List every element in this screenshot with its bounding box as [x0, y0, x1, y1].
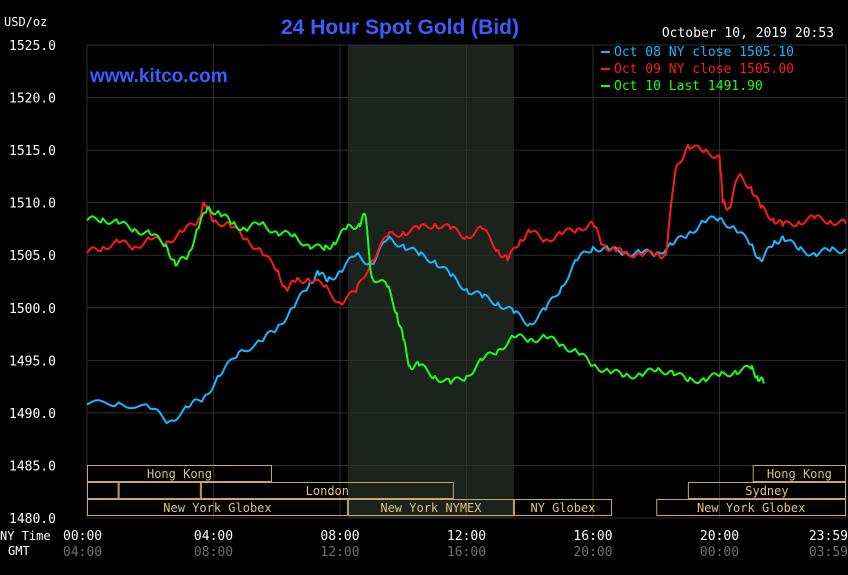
y-tick-labels: 1525.0 1520.0 1515.0 1510.0 1505.0 1500.0 1495… [9, 39, 56, 527]
session-label: New York Globex [697, 501, 805, 515]
legend-entry: Oct 09 NY close 1505.00 [614, 62, 794, 77]
kitco-watermark: www.kitco.com [89, 66, 228, 87]
series-line [86, 143, 847, 306]
y-tick-label: 1510.0 [9, 197, 56, 212]
session-box [347, 499, 514, 516]
session-box [513, 499, 612, 516]
y-tick-label: 1495.0 [9, 354, 56, 369]
y-tick-label: 1490.0 [9, 407, 56, 422]
x-tick-label-ny: 04:00 [194, 529, 233, 544]
session-label: New York Globex [163, 501, 271, 515]
legend-entry: Oct 08 NY close 1505.10 [614, 45, 794, 60]
session-box [752, 465, 846, 482]
x-tick-label-gmt: 00:00 [700, 545, 739, 560]
ny-time-label: NY Time [0, 529, 51, 543]
session-label: New York NYMEX [380, 501, 482, 515]
session-label: London [306, 484, 349, 498]
series-line [86, 215, 847, 425]
chart-legend: Oct 08 NY close 1505.10 Oct 09 NY close 1… [601, 45, 794, 94]
x-tick-label-gmt: 04:00 [63, 545, 102, 560]
session-label: Sydney [745, 484, 788, 498]
y-axis-label: USD/oz [4, 15, 47, 29]
x-tick-label-ny: 23:59 [809, 529, 848, 544]
y-tick-label: 1505.0 [9, 249, 56, 264]
market-sessions: Hong Kong Hong Kong London Sydney New York G… [87, 465, 846, 516]
y-tick-label: 1485.0 [9, 459, 56, 474]
legend-entry: Oct 10 Last 1491.90 [614, 79, 763, 94]
gmt-label: GMT [8, 544, 30, 558]
grid-lines [86, 44, 847, 519]
y-tick-label: 1520.0 [9, 92, 56, 107]
session-box [656, 499, 846, 516]
session-box [687, 482, 846, 499]
session-label: Hong Kong [147, 467, 212, 481]
x-tick-label-gmt: 12:00 [320, 545, 359, 560]
y-tick-label: 1525.0 [9, 39, 56, 54]
x-tick-label-ny: 08:00 [320, 529, 359, 544]
session-box [87, 465, 273, 482]
session-box [200, 482, 454, 499]
x-tick-label-ny: 16:00 [573, 529, 612, 544]
session-label: NY Globex [530, 501, 595, 515]
chart-timestamp: October 10, 2019 20:53 [662, 26, 834, 41]
chart-title: 24 Hour Spot Gold (Bid) [281, 16, 519, 39]
y-tick-label: 1515.0 [9, 144, 56, 159]
x-tick-label-ny: 20:00 [700, 529, 739, 544]
x-tick-label-ny: 00:00 [63, 529, 102, 544]
x-tick-label-gmt: 16:00 [447, 545, 486, 560]
x-tick-label-gmt: 08:00 [194, 545, 233, 560]
y-tick-label: 1480.0 [9, 512, 56, 527]
price-series [86, 143, 847, 425]
series-line [86, 206, 765, 385]
session-box [118, 482, 201, 499]
x-tick-label-gmt: 03:59 [809, 545, 848, 560]
y-tick-label: 1500.0 [9, 302, 56, 317]
session-box [87, 499, 348, 516]
session-label: Hong Kong [767, 467, 832, 481]
x-tick-label-ny: 12:00 [447, 529, 486, 544]
x-tick-label-gmt: 20:00 [573, 545, 612, 560]
session-box [87, 482, 119, 499]
